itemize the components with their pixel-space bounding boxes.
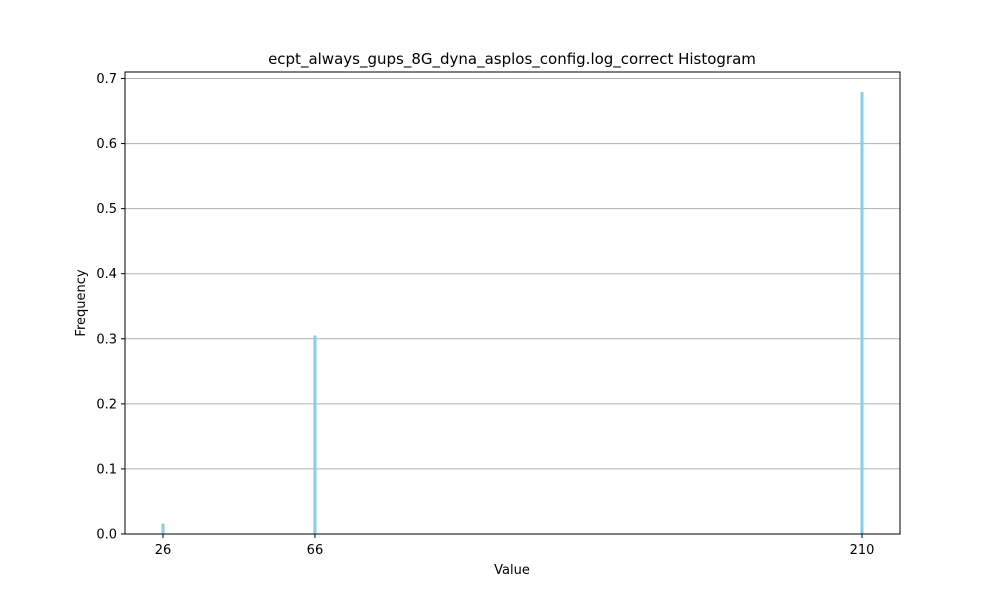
histogram-bar [161, 523, 165, 534]
chart-title: ecpt_always_gups_8G_dyna_asplos_config.l… [268, 50, 756, 69]
y-tick-label: 0.3 [96, 332, 117, 347]
y-tick-label: 0.2 [96, 397, 117, 412]
grid-layer [125, 78, 900, 470]
y-tick-label: 0.1 [96, 462, 117, 477]
histogram-bar [313, 335, 317, 534]
x-tick-label: 66 [307, 543, 324, 558]
y-tick-label: 0.4 [96, 267, 117, 282]
histogram-bar [860, 92, 864, 535]
y-tick-label: 0.0 [96, 528, 117, 543]
plot-frame [124, 71, 901, 535]
x-ticks: 26 66 210 [155, 534, 875, 558]
y-axis-label: Frequency [74, 269, 89, 336]
y-tick-label: 0.7 [96, 72, 117, 87]
x-tick-label: 26 [155, 543, 172, 558]
y-ticks: 0.0 0.1 0.2 0.3 0.4 0.5 0.6 0.7 [96, 72, 125, 543]
x-axis-label: Value [494, 563, 530, 578]
y-tick-label: 0.6 [96, 137, 117, 152]
bars-layer [161, 92, 864, 535]
x-tick-label: 210 [850, 543, 875, 558]
y-tick-label: 0.5 [96, 202, 117, 217]
